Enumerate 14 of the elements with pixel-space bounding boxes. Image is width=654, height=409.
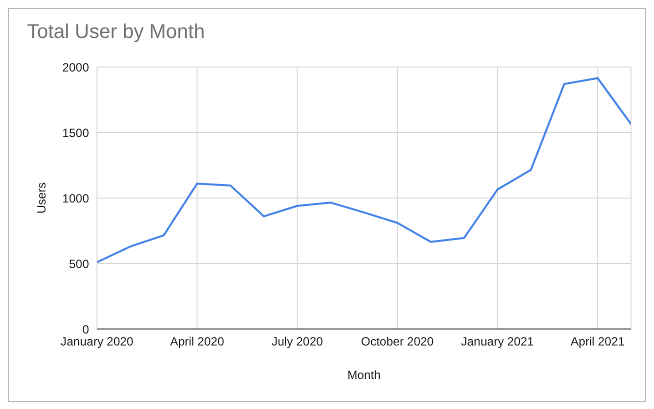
y-tick-label: 500 <box>68 256 90 271</box>
x-axis-title: Month <box>347 368 381 382</box>
y-axis-title: Users <box>34 182 48 214</box>
x-tick-label: July 2020 <box>272 334 324 349</box>
y-tick-label: 1500 <box>62 126 90 140</box>
y-tick-label: 2000 <box>62 60 90 74</box>
x-tick-label: January 2020 <box>60 334 134 349</box>
x-tick-label: April 2020 <box>170 334 224 349</box>
x-tick-label: October 2020 <box>361 334 434 349</box>
x-tick-label: April 2021 <box>570 334 625 349</box>
y-tick-label: 1000 <box>62 191 90 206</box>
y-tick-label: 0 <box>82 322 90 336</box>
chart-title: Total User by Month <box>27 21 205 44</box>
x-tick-label: January 2021 <box>461 334 534 349</box>
